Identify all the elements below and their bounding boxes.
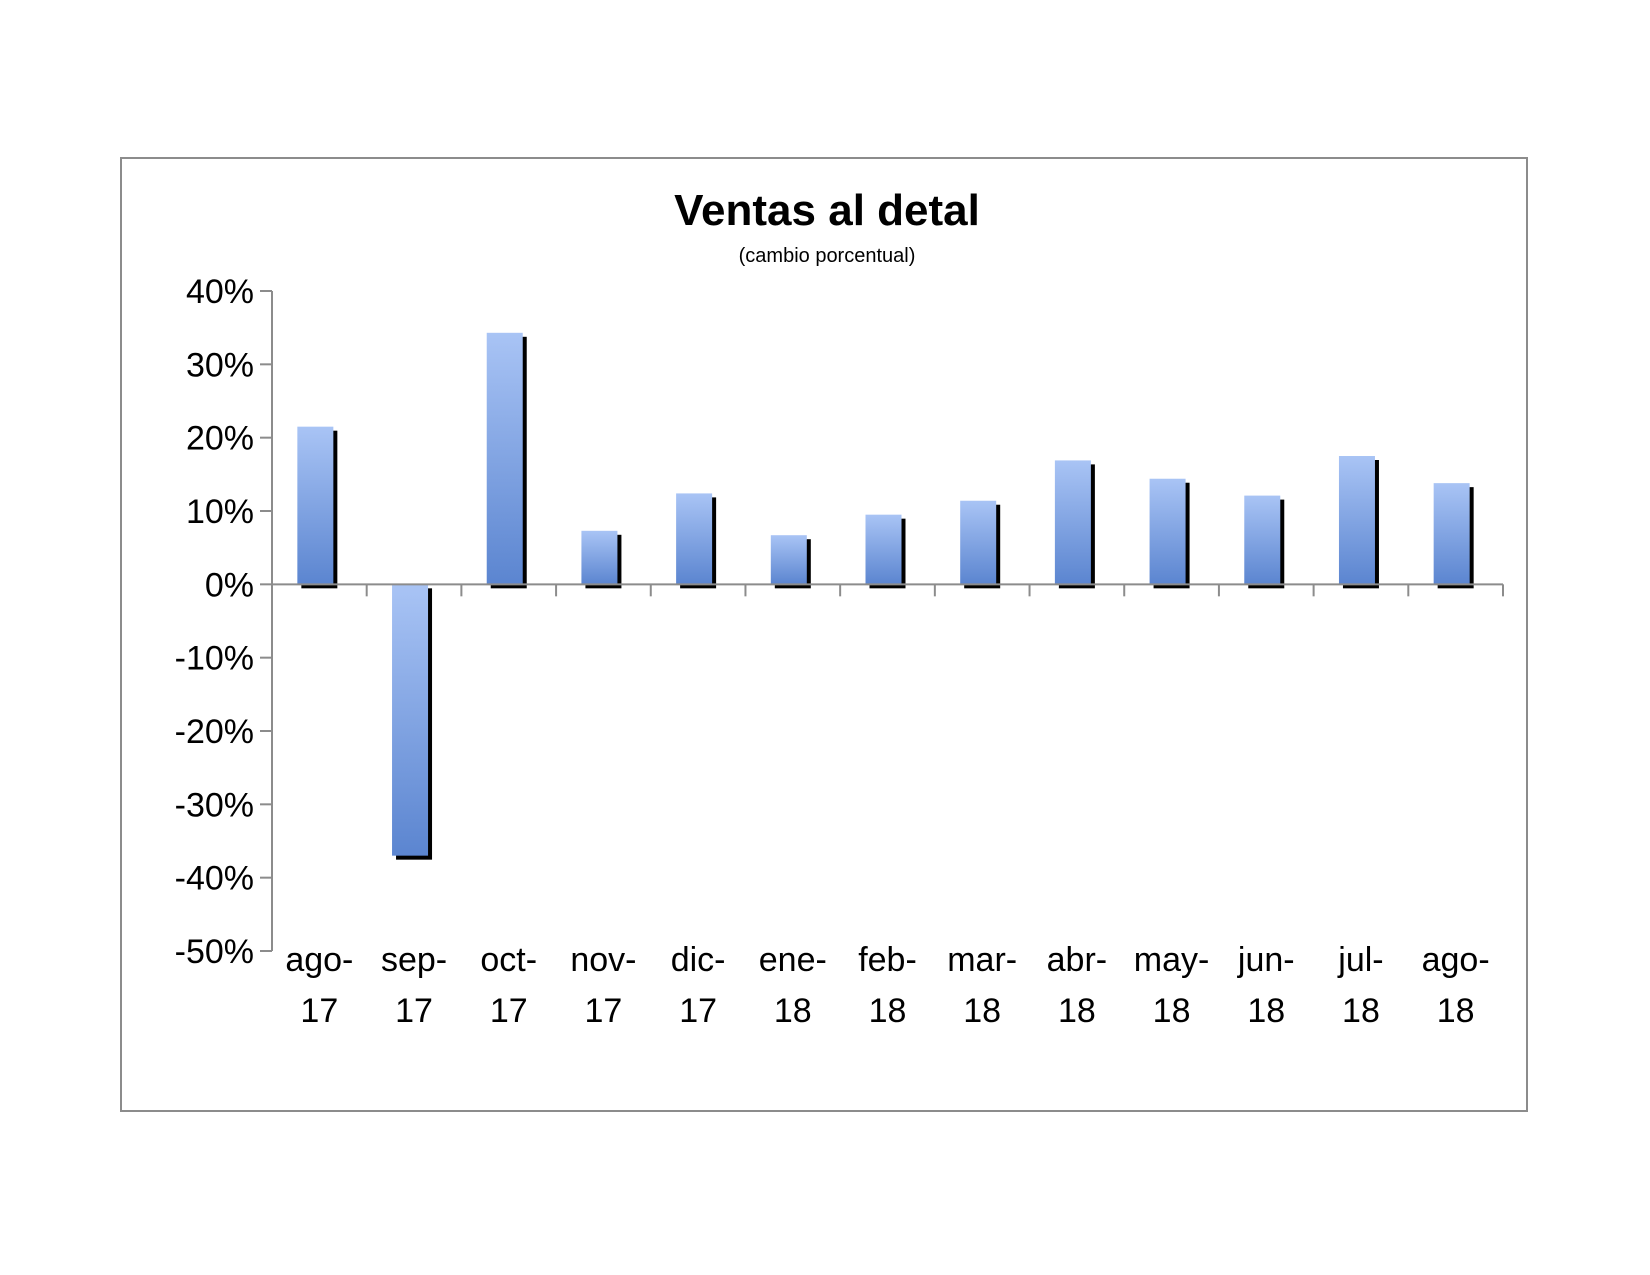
x-tick-label: mar-18	[947, 941, 1017, 1030]
x-tick-label: sep-17	[381, 941, 447, 1030]
y-tick-label: -30%	[175, 786, 254, 824]
chart-frame: Ventas al detal (cambio porcentual) 40% 3…	[120, 157, 1528, 1112]
bar-chart: Ventas al detal (cambio porcentual) 40% 3…	[175, 186, 1504, 1030]
x-tick-label: ago-17	[285, 941, 353, 1030]
chart-subtitle: (cambio porcentual)	[739, 245, 916, 267]
x-tick-label: jul-18	[1337, 941, 1383, 1030]
bar	[1149, 478, 1186, 585]
bar	[392, 584, 429, 856]
bar	[1338, 456, 1375, 585]
y-tick-label: 30%	[186, 346, 254, 384]
x-tick-label: dic-17	[671, 941, 726, 1030]
y-tick-label: 10%	[186, 493, 254, 531]
x-tick-label: jun-18	[1237, 941, 1295, 1030]
y-tick-label: -40%	[175, 860, 254, 898]
y-axis: 40% 30% 20% 10% 0% -10% -20% -30% -40% -50%	[175, 273, 273, 971]
y-tick-label: -50%	[175, 933, 254, 971]
x-tick-label: feb-18	[858, 941, 917, 1030]
bar	[770, 535, 807, 585]
x-axis: ago-17 sep-17 oct-17 nov-17 dic-17 ene-18 feb-…	[271, 583, 1504, 1030]
y-tick-label: 40%	[186, 273, 254, 311]
bar	[1054, 460, 1091, 585]
bar	[581, 530, 618, 585]
x-tick-label: ago-18	[1422, 941, 1490, 1030]
x-tick-label: oct-17	[480, 941, 537, 1030]
y-tick-label: -10%	[175, 640, 254, 678]
y-tick-label: 20%	[186, 420, 254, 458]
bars	[297, 332, 1474, 860]
x-tick-label: ene-18	[759, 941, 827, 1030]
chart-title: Ventas al detal	[674, 186, 980, 235]
x-tick-label: nov-17	[570, 941, 636, 1030]
x-tick-label: may-18	[1134, 941, 1210, 1030]
bar	[676, 493, 713, 585]
y-tick-label: -20%	[175, 713, 254, 751]
x-tick-label: abr-18	[1047, 941, 1107, 1030]
bar	[486, 332, 523, 585]
y-tick-label: 0%	[205, 566, 254, 604]
bar	[1433, 483, 1470, 585]
bar	[960, 500, 997, 585]
bar	[865, 514, 902, 585]
bar	[297, 426, 334, 585]
bar	[1244, 495, 1281, 585]
